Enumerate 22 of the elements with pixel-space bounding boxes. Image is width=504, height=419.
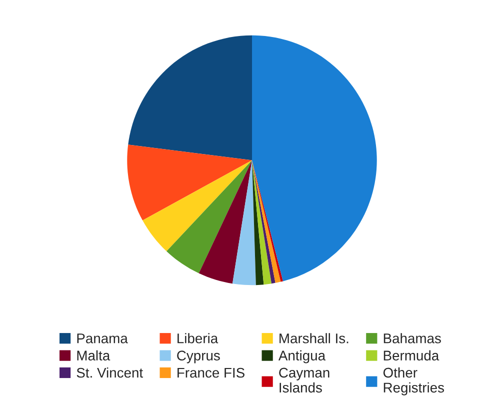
legend-label: Antigua xyxy=(278,350,326,364)
legend-label: Panama xyxy=(77,334,128,344)
legend-label: France FIS xyxy=(178,368,244,378)
legend-label: Cayman Islands xyxy=(279,368,330,393)
pie-slice xyxy=(232,160,256,286)
legend-label: Malta xyxy=(77,350,110,360)
pie-slice xyxy=(142,160,252,252)
pie-slice xyxy=(198,160,252,284)
pie-slice xyxy=(252,35,377,282)
legend-label: Cyprus xyxy=(177,350,220,364)
legend-label: Bahamas xyxy=(384,333,441,344)
legend-label: Bermuda xyxy=(384,350,440,360)
pie-slice xyxy=(252,160,264,286)
legend-label: Liberia xyxy=(178,333,218,344)
legend-label: Marshall Is. xyxy=(280,333,348,344)
pie-slice xyxy=(128,35,252,160)
pie-slice xyxy=(252,160,276,284)
pie-slice xyxy=(166,160,252,274)
legend-label: Other Registries xyxy=(383,367,444,396)
pie-slice xyxy=(252,160,272,285)
legend-label: St. Vincent xyxy=(76,367,143,378)
pie-slice xyxy=(127,144,252,220)
